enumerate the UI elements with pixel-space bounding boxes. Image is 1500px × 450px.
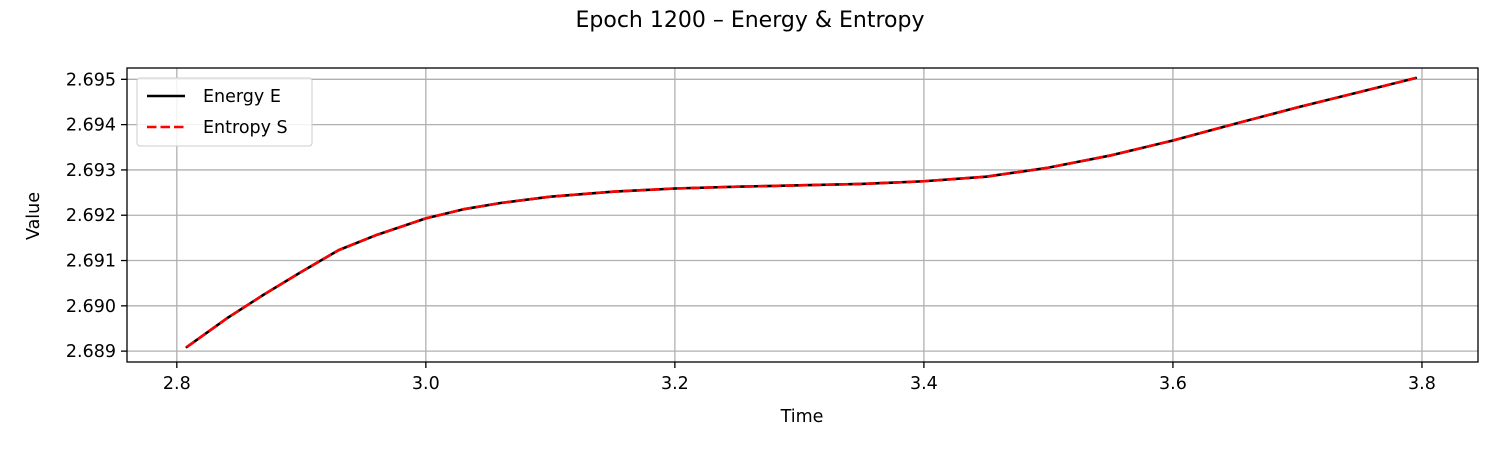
legend-label: Energy E [203,87,281,107]
x-axis-label: Time [780,407,824,427]
chart-title: Epoch 1200 – Energy & Entropy [576,8,925,33]
y-tick-label: 2.692 [66,206,116,226]
x-tick-label: 2.8 [163,374,191,394]
y-tick-label: 2.693 [66,161,116,181]
y-axis: 2.689 2.690 2.691 2.692 2.693 2.694 2.695 [66,70,127,362]
x-tick-label: 3.4 [910,374,938,394]
y-tick-label: 2.694 [66,116,116,136]
series-layer [185,76,1418,349]
legend-label: Entropy S [203,118,288,138]
x-axis: 2.8 3.0 3.2 3.4 3.6 3.8 [163,362,1436,394]
x-tick-label: 3.8 [1408,374,1436,394]
series-line-entropy [186,76,1417,349]
y-tick-label: 2.695 [66,70,116,90]
y-tick-label: 2.689 [66,342,116,362]
y-axis-label: Value [24,192,44,240]
y-tick-label: 2.691 [66,252,116,272]
grid-layer [127,68,1478,362]
y-tick-label: 2.690 [66,297,116,317]
x-tick-label: 3.6 [1159,374,1187,394]
series-line-energy [185,76,1418,349]
legend: Energy E Entropy S [136,77,313,147]
x-tick-label: 3.2 [661,374,689,394]
x-tick-label: 3.0 [412,374,440,394]
